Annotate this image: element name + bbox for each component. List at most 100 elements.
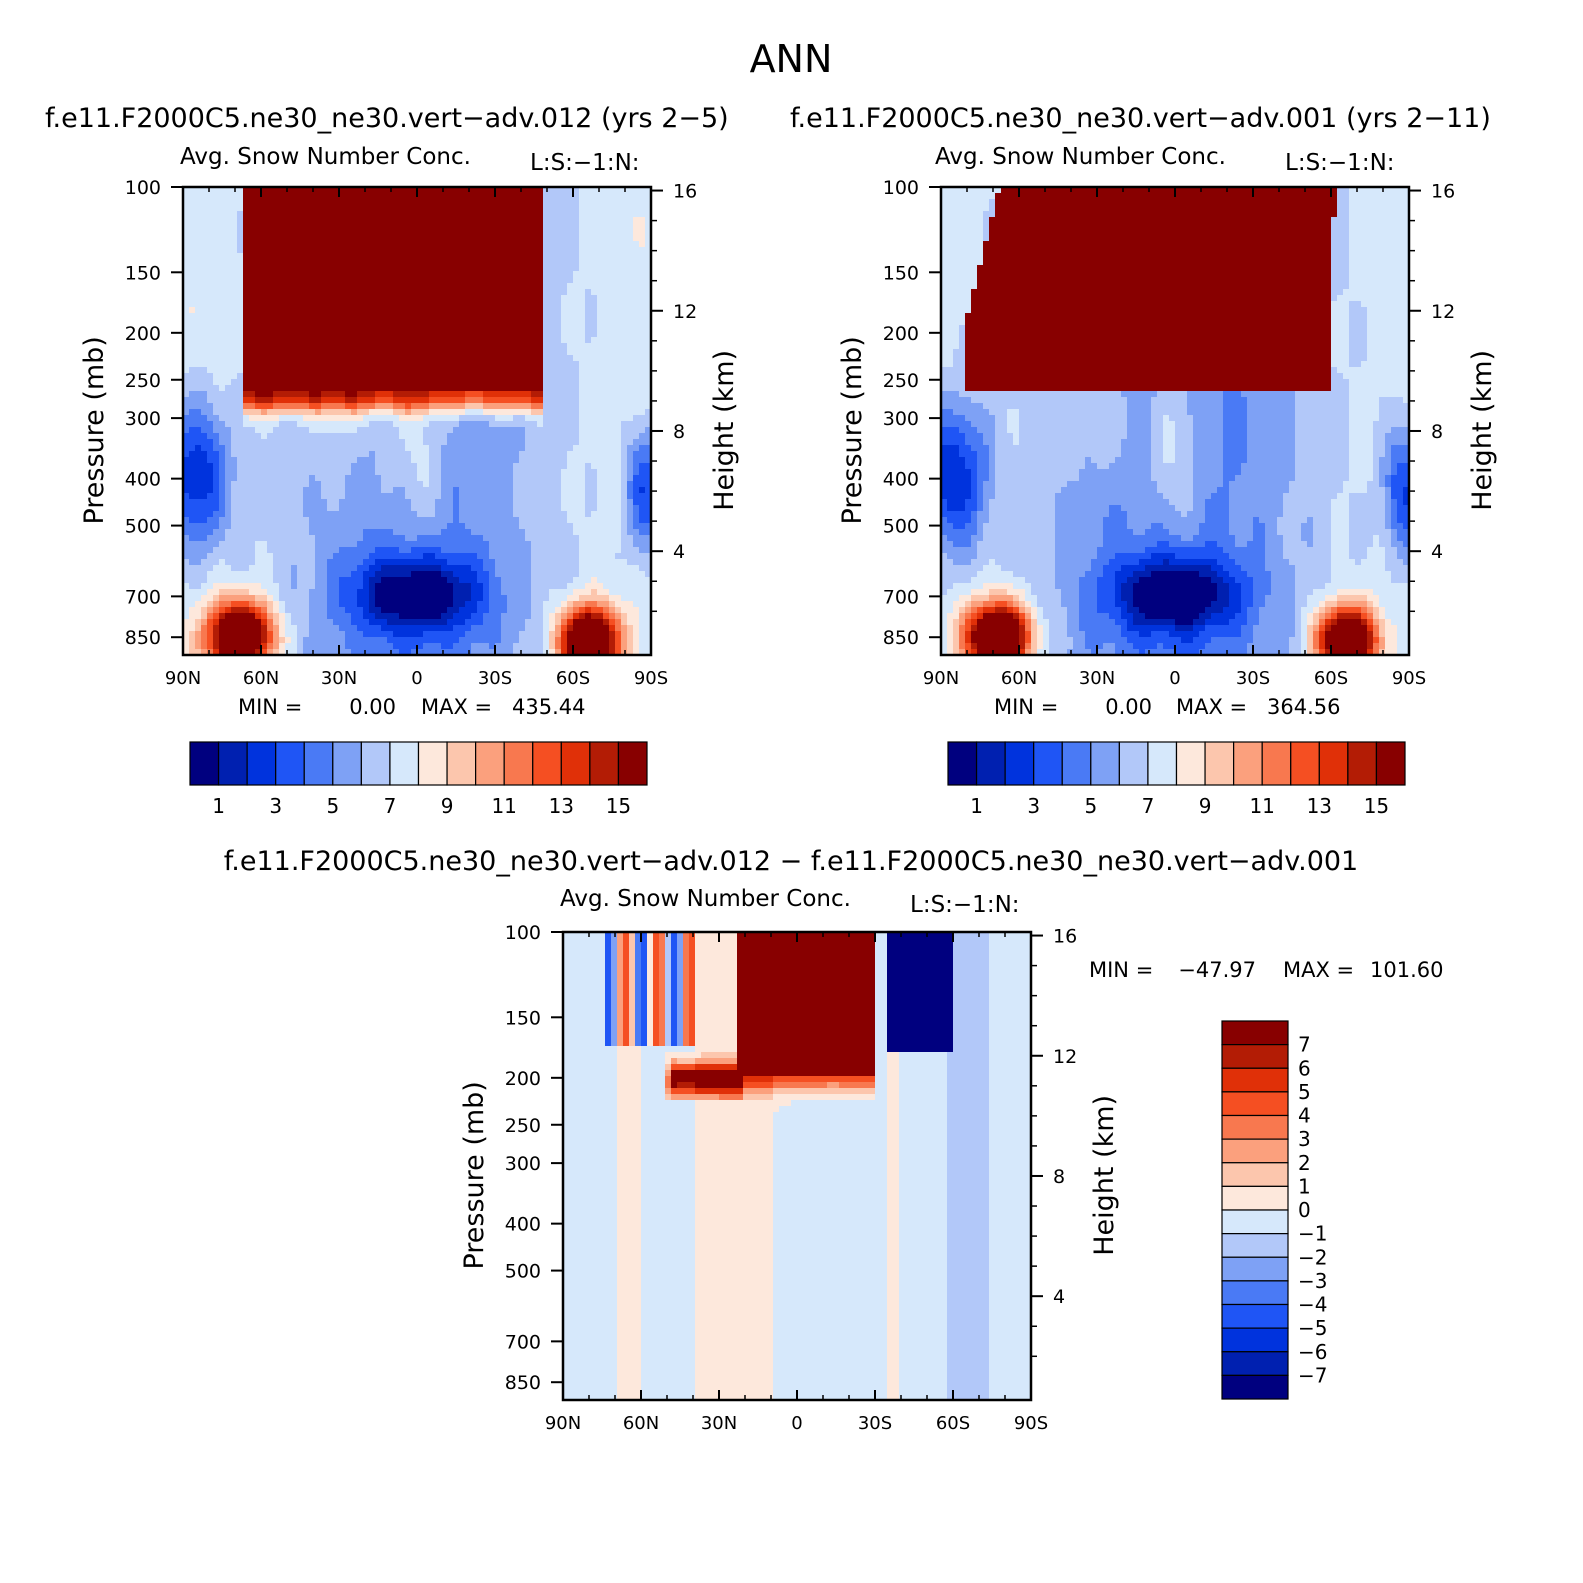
heatmap-cell	[597, 325, 604, 332]
heatmap-cell	[357, 379, 364, 386]
heatmap-cell	[375, 409, 382, 416]
heatmap-cell	[585, 445, 592, 452]
heatmap-cell	[429, 223, 436, 230]
heatmap-cell	[219, 547, 226, 554]
heatmap-cell	[495, 517, 502, 524]
heatmap-cell	[387, 499, 394, 506]
heatmap-cell	[303, 427, 310, 434]
heatmap-cell	[237, 415, 244, 422]
heatmap-cell	[549, 349, 556, 356]
heatmap-cell	[465, 421, 472, 428]
heatmap-cell	[447, 475, 454, 482]
heatmap-cell	[231, 565, 238, 572]
heatmap-cell	[429, 559, 436, 566]
heatmap-cell	[567, 565, 574, 572]
heatmap-cell	[447, 379, 454, 386]
heatmap-cell	[393, 553, 400, 560]
heatmap-cell	[201, 295, 208, 302]
heatmap-cell	[333, 313, 340, 320]
heatmap-cell	[555, 409, 562, 416]
heatmap-cell	[285, 253, 292, 260]
heatmap-cell	[639, 529, 646, 536]
heatmap-cell	[375, 367, 382, 374]
heatmap-cell	[531, 373, 538, 380]
heatmap-cell	[621, 331, 628, 338]
heatmap-cell	[615, 289, 622, 296]
heatmap-cell	[555, 493, 562, 500]
heatmap-cell	[237, 211, 244, 218]
heatmap-cell	[621, 463, 628, 470]
heatmap-cell	[351, 505, 358, 512]
heatmap-cell	[507, 247, 514, 254]
heatmap-cell	[441, 565, 448, 572]
heatmap-cell	[531, 385, 538, 392]
heatmap-cell	[555, 385, 562, 392]
heatmap-cell	[387, 229, 394, 236]
heatmap-cell	[321, 385, 328, 392]
heatmap-cell	[597, 259, 604, 266]
heatmap-cell	[459, 439, 466, 446]
heatmap-cell	[597, 193, 604, 200]
heatmap-cell	[453, 343, 460, 350]
heatmap-cell	[363, 289, 370, 296]
heatmap-cell	[603, 253, 610, 260]
heatmap-cell	[345, 541, 352, 548]
heatmap-cell	[591, 547, 598, 554]
heatmap-cell	[363, 451, 370, 458]
heatmap-cell	[303, 541, 310, 548]
heatmap-cell	[369, 241, 376, 248]
heatmap-cell	[561, 337, 568, 344]
heatmap-cell	[327, 337, 334, 344]
heatmap-cell	[261, 547, 268, 554]
heatmap-cell	[225, 331, 232, 338]
heatmap-cell	[183, 505, 190, 512]
heatmap-cell	[273, 355, 280, 362]
heatmap-cell	[471, 559, 478, 566]
heatmap-cell	[615, 367, 622, 374]
heatmap-cell	[633, 313, 640, 320]
heatmap-cell	[237, 271, 244, 278]
heatmap-cell	[441, 193, 448, 200]
heatmap-cell	[261, 367, 268, 374]
heatmap-cell	[615, 205, 622, 212]
heatmap-cell	[255, 505, 262, 512]
heatmap-cell	[645, 505, 652, 512]
heatmap-cell	[417, 325, 424, 332]
heatmap-cell	[201, 217, 208, 224]
heatmap-cell	[579, 415, 586, 422]
heatmap-cell	[195, 481, 202, 488]
heatmap-cell	[303, 331, 310, 338]
heatmap-cell	[291, 481, 298, 488]
heatmap-cell	[351, 337, 358, 344]
heatmap-cell	[321, 253, 328, 260]
heatmap-cell	[453, 409, 460, 416]
heatmap-cell	[639, 193, 646, 200]
heatmap-cell	[573, 361, 580, 368]
heatmap-cell	[639, 451, 646, 458]
heatmap-cell	[591, 295, 598, 302]
heatmap-cell	[531, 403, 538, 410]
heatmap-cell	[615, 283, 622, 290]
heatmap-cell	[333, 481, 340, 488]
heatmap-cell	[267, 367, 274, 374]
heatmap-cell	[297, 247, 304, 254]
heatmap-cell	[567, 343, 574, 350]
heatmap-cell	[537, 541, 544, 548]
heatmap-cell	[339, 349, 346, 356]
heatmap-cell	[423, 547, 430, 554]
heatmap-cell	[387, 253, 394, 260]
heatmap-cell	[489, 319, 496, 326]
heatmap-cell	[507, 409, 514, 416]
heatmap-cell	[393, 319, 400, 326]
heatmap-cell	[549, 223, 556, 230]
heatmap-cell	[291, 373, 298, 380]
heatmap-cell	[261, 409, 268, 416]
heatmap-cell	[633, 307, 640, 314]
heatmap-cell	[321, 259, 328, 266]
heatmap-cell	[183, 307, 190, 314]
heatmap-cell	[315, 433, 322, 440]
heatmap-cell	[627, 469, 634, 476]
heatmap-cell	[495, 439, 502, 446]
heatmap-cell	[351, 493, 358, 500]
heatmap-cell	[609, 529, 616, 536]
